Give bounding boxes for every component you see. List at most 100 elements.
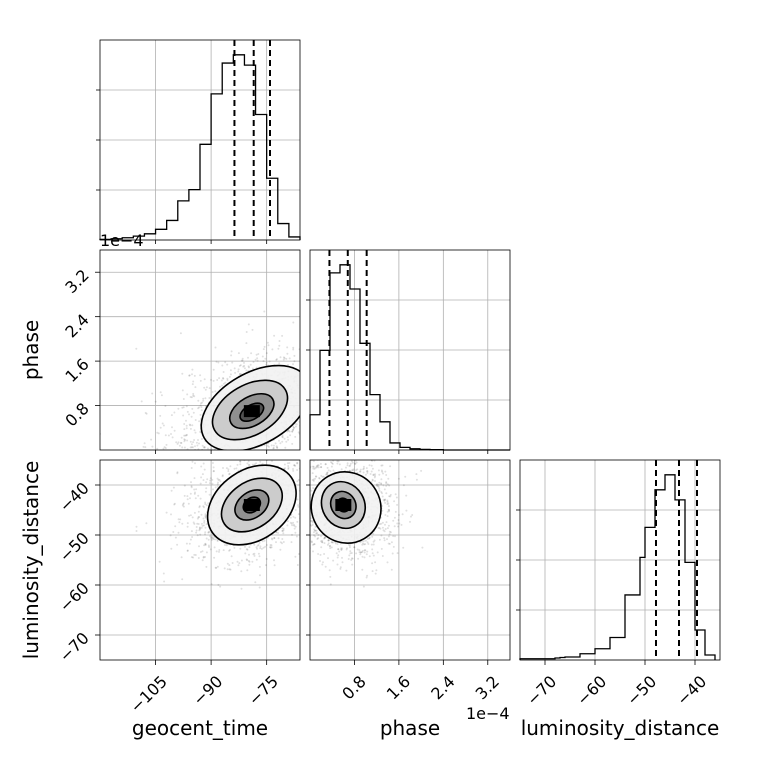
joint-2-point xyxy=(353,546,356,549)
joint-1-point xyxy=(261,540,264,543)
joint-2-point xyxy=(370,452,372,454)
joint-2-point xyxy=(382,498,385,501)
joint-2-point xyxy=(340,548,343,551)
joint-2-point xyxy=(320,546,323,549)
joint-1-point xyxy=(219,585,222,588)
joint-2-point xyxy=(302,508,304,510)
joint-2-point xyxy=(341,561,344,564)
joint-2-point xyxy=(386,515,389,518)
joint-2-point xyxy=(346,547,348,550)
joint-2-point xyxy=(324,452,326,454)
joint-1-point xyxy=(296,462,299,465)
joint-0-point xyxy=(199,451,201,453)
joint-0-point xyxy=(248,366,250,369)
joint-1-point xyxy=(259,545,262,548)
joint-0-point xyxy=(212,379,215,382)
joint-2-point xyxy=(328,569,331,572)
joint-2-point xyxy=(311,465,314,468)
joint-0-point xyxy=(172,465,174,467)
joint-1-point xyxy=(301,509,303,511)
joint-2-point xyxy=(370,543,373,546)
joint-0-point xyxy=(192,446,194,449)
joint-1-point xyxy=(231,562,234,564)
joint-0-point xyxy=(189,446,192,449)
joint-1-point xyxy=(313,433,315,435)
joint-2-point xyxy=(386,500,389,503)
joint-1-point xyxy=(204,533,206,536)
hist-2-steps xyxy=(519,474,716,660)
joint-1-point xyxy=(257,543,260,546)
joint-1-point xyxy=(234,457,236,459)
joint-2-point xyxy=(303,494,305,496)
joint-1-point xyxy=(306,532,308,534)
joint-0-point xyxy=(229,373,232,376)
joint-2-point xyxy=(364,549,367,552)
joint-2-point xyxy=(367,455,369,457)
joint-1-point xyxy=(205,487,208,490)
joint-1-point xyxy=(246,462,249,465)
joint-0-point xyxy=(211,391,214,393)
joint-2-point xyxy=(396,503,399,506)
joint-2-point xyxy=(346,464,349,467)
joint-0-point xyxy=(281,435,284,438)
joint-0-point xyxy=(209,460,211,462)
joint-0-point xyxy=(303,411,305,413)
joint-2-point xyxy=(335,456,337,458)
joint-0-point xyxy=(275,358,278,361)
joint-2-point xyxy=(296,561,298,563)
joint-1-point xyxy=(217,583,220,586)
joint-2-point xyxy=(345,548,348,551)
joint-1-point xyxy=(208,482,211,485)
joint-1-point xyxy=(277,442,279,444)
joint-0-point xyxy=(244,451,246,453)
joint-0-point xyxy=(317,381,319,383)
hist-1-steps xyxy=(309,264,510,451)
joint-0-point xyxy=(185,434,188,437)
joint-2-point xyxy=(332,559,335,562)
joint-0-point xyxy=(337,360,339,362)
joint-1-point xyxy=(236,560,239,563)
joint-2-point xyxy=(304,522,306,524)
joint-1-point xyxy=(246,548,249,551)
joint-2-point xyxy=(385,484,388,487)
joint-1-point xyxy=(248,560,251,563)
joint-0-point xyxy=(281,436,284,439)
joint-0-point xyxy=(306,379,308,381)
joint-2-point xyxy=(292,435,294,437)
joint-2-point xyxy=(345,455,347,457)
joint-1-point xyxy=(300,481,302,483)
joint-1-point xyxy=(343,445,345,447)
joint-2-point xyxy=(310,517,312,520)
joint-1-point xyxy=(225,467,228,470)
joint-2-point xyxy=(387,502,390,505)
joint-0-point xyxy=(200,406,203,409)
joint-1-point xyxy=(203,506,205,509)
joint-2-point xyxy=(314,475,317,478)
joint-1-point xyxy=(271,460,273,462)
joint-0-point xyxy=(288,430,291,433)
joint-0-point xyxy=(205,386,208,389)
joint-1-point xyxy=(217,481,219,484)
joint-0-point xyxy=(199,374,202,377)
joint-1-point xyxy=(281,444,283,446)
y-axis-title-luminosity-distance: luminosity_distance xyxy=(19,461,43,660)
joint-2-point xyxy=(302,461,304,463)
joint-1-point xyxy=(391,476,393,478)
joint-1-point xyxy=(200,476,203,479)
joint-1-point xyxy=(190,556,193,559)
joint-0-point xyxy=(233,452,235,454)
joint-2-point xyxy=(301,482,303,484)
joint-1-point xyxy=(191,516,194,519)
joint-2-point xyxy=(316,532,319,535)
joint-1-point xyxy=(239,460,242,463)
joint-1-point xyxy=(218,549,221,551)
joint-2-point xyxy=(378,481,381,484)
ytick-label-luminosity_distance-0: −70 xyxy=(56,628,93,665)
joint-2-point xyxy=(389,495,392,498)
joint-1-point xyxy=(302,487,304,489)
joint-1-point xyxy=(255,558,258,561)
joint-2-point xyxy=(293,571,295,573)
joint-0-point xyxy=(174,455,176,457)
joint-2-point xyxy=(303,525,305,527)
joint-2-point xyxy=(325,436,327,438)
